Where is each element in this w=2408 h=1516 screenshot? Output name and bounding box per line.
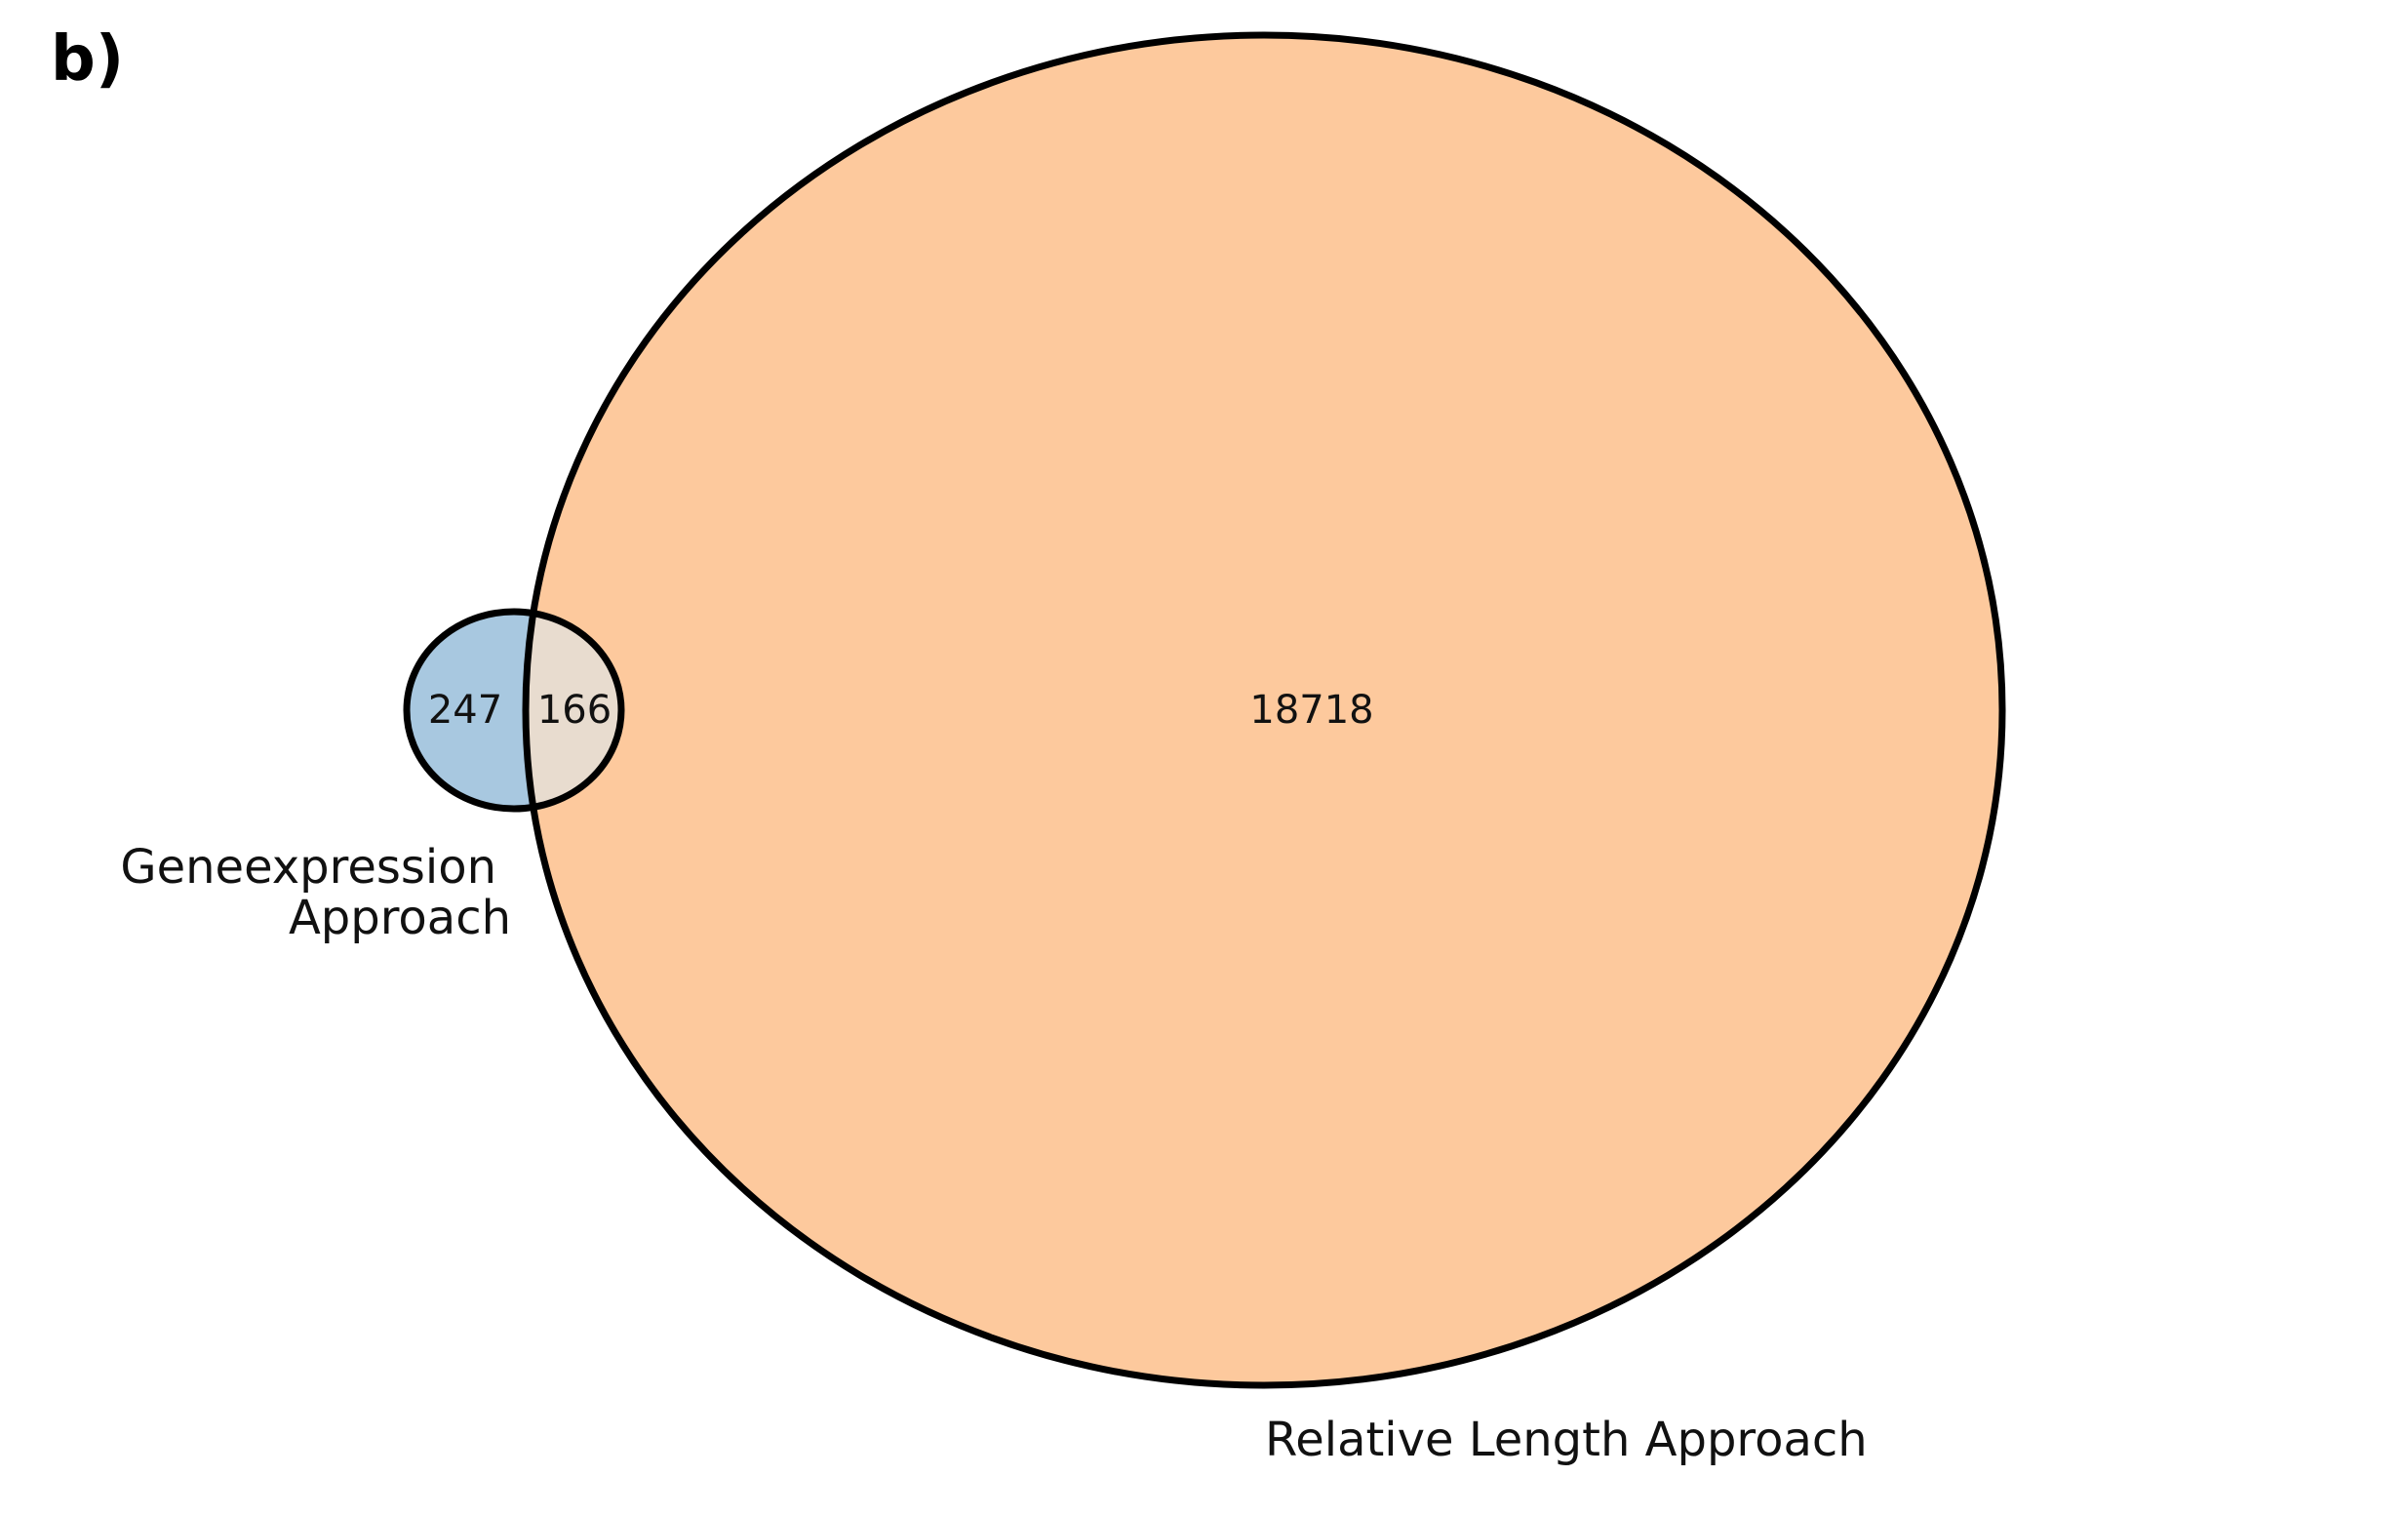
set-geneexpression-outline — [403, 608, 625, 813]
geneexpression-label-line-2: Approach — [289, 891, 511, 945]
geneexpression-label-line-1: Geneexpression — [120, 840, 496, 895]
set-relative-length-outline — [522, 31, 2006, 1389]
panel-label: b) — [51, 23, 124, 96]
intersection-count: 166 — [537, 688, 612, 733]
geneexpression-only-count: 247 — [428, 688, 502, 733]
relative-length-only-count: 18718 — [1249, 688, 1373, 733]
set-relative-length-region — [526, 35, 2002, 1385]
relative-length-label: Relative Length Approach — [1265, 1413, 1868, 1467]
